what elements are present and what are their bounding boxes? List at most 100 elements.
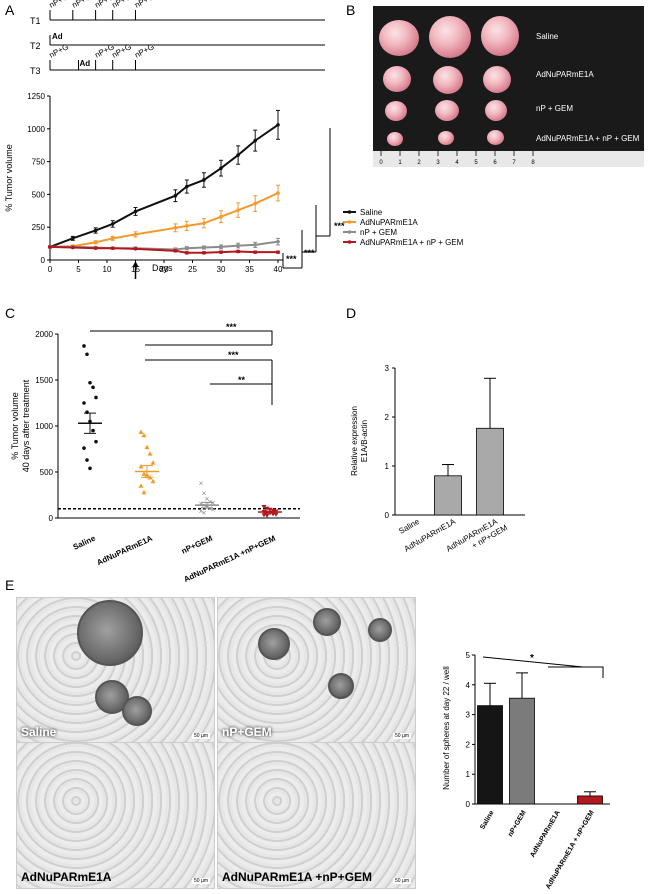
panel-letter-a: A	[5, 2, 15, 18]
y-axis-label: 40 days after treatment	[21, 379, 31, 472]
data-point	[173, 249, 178, 253]
significance-label: ***	[334, 221, 345, 231]
y-tick-label: 1000	[27, 125, 45, 134]
data-point	[71, 245, 75, 250]
data-point	[219, 245, 223, 249]
legend-label: AdNuPARmE1A + nP + GEM	[360, 238, 464, 247]
x-tick-label: 25	[188, 265, 197, 274]
sig-bracket	[482, 656, 584, 668]
data-point	[219, 214, 223, 219]
data-point	[202, 245, 206, 250]
scale-bar: 50 µm	[192, 733, 210, 739]
x-tick-label: nP+GEM	[180, 534, 214, 556]
schedule-row-label: T3	[30, 66, 41, 76]
data-point: ×	[205, 495, 210, 504]
sphere	[313, 608, 341, 636]
ruler-number: 2	[417, 160, 421, 166]
x-axis-label: Days	[152, 263, 173, 273]
tumor-photo: Saline AdNuPARmE1A nP + GEM AdNuPARmE1A …	[373, 6, 644, 167]
panel-letter-e: E	[5, 577, 14, 593]
tumor-saline-1	[379, 20, 419, 56]
data-point	[202, 221, 206, 226]
ruler-number: 6	[493, 160, 497, 166]
sphere	[258, 628, 290, 660]
data-point	[93, 228, 98, 233]
x-tick-label: 0	[48, 265, 53, 274]
series-line	[49, 192, 279, 248]
data-point	[48, 245, 52, 249]
tumor-combo-3	[487, 130, 504, 145]
schedule-mark-t3: Ad	[80, 59, 91, 68]
micrograph-label-saline: Saline	[21, 725, 57, 739]
x-tick-label: Saline	[397, 517, 421, 536]
tumor-ad-1	[383, 66, 411, 92]
data-point	[173, 193, 178, 198]
data-point	[94, 395, 98, 400]
data-point	[133, 232, 138, 237]
significance-label: ***	[286, 254, 297, 264]
data-point	[264, 513, 270, 518]
data-point	[85, 458, 89, 462]
data-point	[71, 236, 75, 241]
schedule-mark-t1: nP+G	[93, 0, 115, 10]
x-tick-label: 5	[76, 265, 81, 274]
data-point: ×	[202, 508, 207, 517]
legend-marker	[347, 210, 352, 214]
data-point	[133, 247, 138, 251]
bar	[509, 697, 535, 805]
legend-label: Saline	[360, 208, 383, 217]
legend-marker	[347, 240, 352, 244]
data-point: ×	[202, 489, 207, 498]
tumor-np-3	[485, 100, 507, 121]
bar	[476, 427, 504, 516]
y-tick-label: 3	[385, 364, 390, 373]
significance-label: ***	[228, 350, 239, 360]
y-tick-label: 1	[466, 770, 471, 779]
scale-bar: 50 µm	[192, 878, 210, 884]
data-point	[202, 250, 206, 255]
data-point	[141, 432, 147, 438]
data-point	[93, 240, 98, 245]
data-point	[110, 236, 115, 241]
ruler-number: 5	[474, 160, 478, 166]
micrograph-saline: Saline 50 µm	[16, 597, 215, 744]
data-point	[236, 249, 240, 254]
y-tick-label: 1250	[27, 92, 45, 101]
data-point	[185, 224, 189, 228]
micrograph-combo: AdNuPARmE1A +nP+GEM 50 µm	[217, 742, 416, 889]
data-point	[261, 504, 267, 509]
y-tick-label: 0	[49, 514, 54, 523]
data-point	[253, 201, 257, 206]
y-tick-label: 3	[466, 711, 471, 720]
legend-label: AdNuPARmE1A	[360, 218, 418, 227]
y-tick-label: 1	[385, 462, 390, 471]
data-point	[110, 222, 115, 226]
tumor-saline-2	[429, 16, 471, 58]
data-point	[82, 446, 86, 450]
ruler-number: 4	[455, 160, 459, 166]
schedule-row-label: T2	[30, 41, 41, 51]
y-tick-label: 0	[385, 511, 390, 520]
bar	[434, 475, 462, 516]
x-tick-label: 20	[160, 265, 169, 274]
data-point	[236, 208, 240, 212]
data-point	[82, 344, 86, 348]
ruler: 0 1 2 3 4 5 6 7 8	[373, 151, 644, 167]
x-tick-label: AdNuPARmE1A	[95, 534, 154, 568]
x-tick-label: 35	[245, 265, 254, 274]
sphere	[122, 696, 152, 726]
data-point	[185, 184, 189, 189]
y-tick-label: 500	[40, 468, 54, 477]
ruler-number: 1	[398, 160, 402, 166]
y-tick-label: 750	[32, 158, 46, 167]
data-point	[202, 178, 206, 182]
data-point: ×	[199, 507, 204, 516]
y-axis-label: Relative expression	[350, 406, 359, 476]
data-point	[173, 226, 178, 230]
data-point	[150, 478, 156, 484]
data-point: ×	[211, 505, 216, 514]
data-point	[138, 483, 144, 488]
micrograph-label-np-gem: nP+GEM	[222, 725, 272, 739]
sphere	[328, 673, 354, 699]
